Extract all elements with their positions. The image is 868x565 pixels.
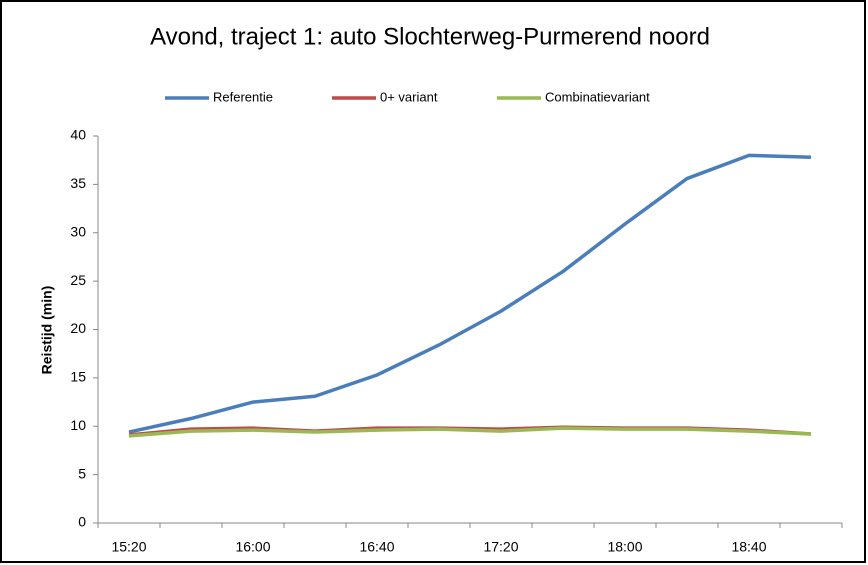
x-tick-label: 18:40 bbox=[731, 539, 766, 555]
y-tick-label: 5 bbox=[78, 465, 86, 481]
y-tick-label: 10 bbox=[70, 417, 86, 433]
y-tick-label: 35 bbox=[70, 175, 86, 191]
legend-label: Referentie bbox=[213, 89, 273, 104]
y-tick-label: 20 bbox=[70, 320, 86, 336]
x-tick-label: 15:20 bbox=[111, 539, 146, 555]
legend-label: Combinatievariant bbox=[545, 89, 650, 104]
y-axis-label: Reistijd (min) bbox=[39, 286, 55, 375]
x-tick-label: 18:00 bbox=[607, 539, 642, 555]
y-tick-label: 0 bbox=[78, 514, 86, 530]
legend-label: 0+ variant bbox=[380, 89, 438, 104]
series-line bbox=[128, 153, 812, 434]
series-line bbox=[128, 426, 812, 438]
y-tick-label: 30 bbox=[70, 223, 86, 239]
y-tick-label: 40 bbox=[70, 127, 86, 143]
y-tick-label: 15 bbox=[70, 369, 86, 385]
y-tick-label: 25 bbox=[70, 272, 86, 288]
x-tick-label: 16:00 bbox=[235, 539, 270, 555]
x-tick-label: 16:40 bbox=[359, 539, 394, 555]
x-tick-label: 17:20 bbox=[483, 539, 518, 555]
chart-title: Avond, traject 1: auto Slochterweg-Purme… bbox=[150, 23, 710, 50]
